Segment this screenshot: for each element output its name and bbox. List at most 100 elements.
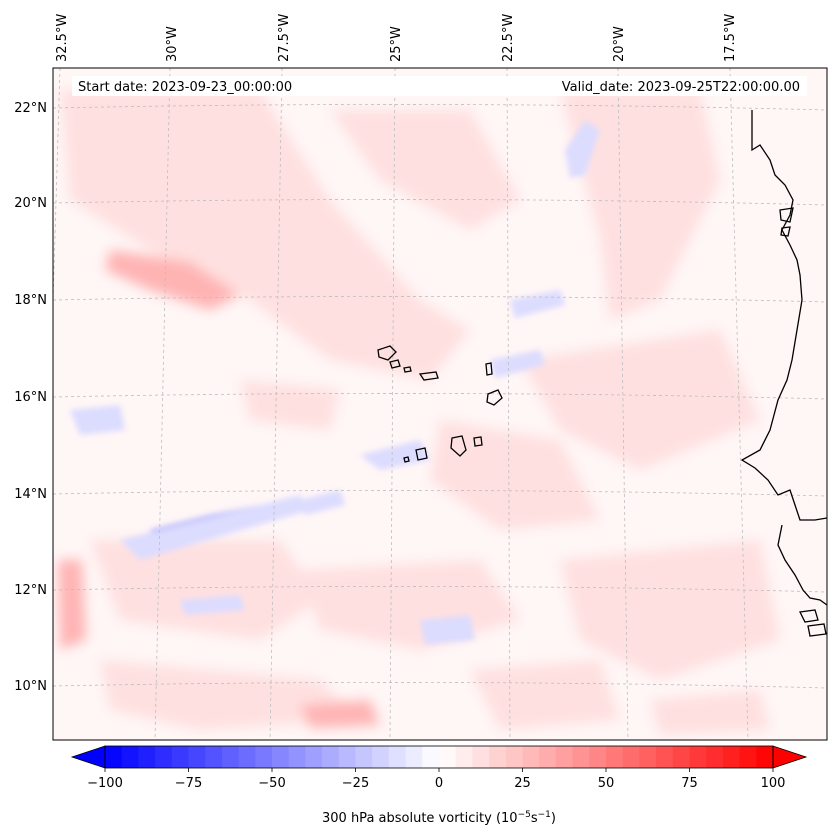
meridian-line <box>269 68 283 740</box>
colorbar-segment <box>171 746 190 768</box>
colorbar-segment <box>221 746 240 768</box>
vorticity-patch <box>470 660 620 730</box>
colorbar-segment <box>756 746 774 768</box>
colorbar-tick-label: 75 <box>681 776 698 791</box>
meridian-line <box>154 68 171 740</box>
vorticity-field <box>58 90 780 735</box>
colorbar-segment <box>121 746 139 768</box>
colorbar-extend-max <box>772 745 808 769</box>
colorbar-tick-label: −75 <box>175 776 202 791</box>
vorticity-patch <box>60 90 470 380</box>
island <box>485 362 493 376</box>
lat-label: 18°N <box>14 293 47 308</box>
vorticity-patch <box>520 330 760 470</box>
parallel-line <box>53 490 827 497</box>
colorbar-segment <box>622 746 640 768</box>
island <box>403 456 410 463</box>
colorbar-tick-label: −25 <box>342 776 369 791</box>
island <box>415 447 428 461</box>
colorbar-label-close: ) <box>551 811 556 826</box>
colorbar-segment <box>455 746 473 768</box>
colorbar-segments <box>105 746 774 768</box>
colorbar-ticks: −100 −75 −50 −25 0 25 50 75 100 <box>87 768 785 791</box>
valid-date-label: Valid_date: 2023-09-25T22:00:00.00 <box>562 80 800 95</box>
colorbar-tick-label: 50 <box>598 776 615 791</box>
map-frame <box>52 67 828 741</box>
colorbar-segment <box>672 746 691 768</box>
island <box>486 389 503 406</box>
colorbar-segment <box>422 746 440 768</box>
colorbar-segment <box>572 746 590 768</box>
colorbar-segment <box>105 746 123 768</box>
colorbar-segment <box>739 746 757 768</box>
colorbar-segment <box>205 746 223 768</box>
colorbar-segment <box>188 746 206 768</box>
colorbar-segment <box>305 746 323 768</box>
lat-label: 10°N <box>14 679 47 694</box>
island <box>780 226 791 237</box>
colorbar-segment <box>322 746 340 768</box>
island <box>779 207 794 223</box>
vorticity-patch <box>560 540 780 680</box>
latitude-labels: 22°N 20°N 18°N 16°N 14°N 12°N 10°N <box>14 101 47 694</box>
island <box>418 371 439 381</box>
lon-label: 27.5°W <box>277 14 292 62</box>
map-panel: Start date: 2023-09-23_00:00:00 Valid_da… <box>14 14 828 741</box>
colorbar-extend-min <box>70 745 106 769</box>
lat-label: 16°N <box>14 390 47 405</box>
vorticity-patch <box>58 560 86 650</box>
colorbar-segment <box>405 746 423 768</box>
lat-label: 20°N <box>14 196 47 211</box>
colorbar-segment <box>539 746 557 768</box>
lat-label: 14°N <box>14 487 47 502</box>
parallel-line <box>53 199 827 206</box>
colorbar-segment <box>522 746 540 768</box>
colorbar-segment <box>555 746 574 768</box>
colorbar-segment <box>706 746 724 768</box>
colorbar-segment <box>472 746 490 768</box>
vorticity-patch <box>650 690 770 735</box>
lat-label: 12°N <box>14 583 47 598</box>
colorbar-segment <box>589 746 607 768</box>
start-date-label: Start date: 2023-09-23_00:00:00 <box>78 80 292 95</box>
vorticity-patch <box>300 700 380 728</box>
colorbar-tick-label: 0 <box>435 776 443 791</box>
parallel-line <box>53 393 827 400</box>
african-coastline <box>777 524 827 606</box>
vorticity-patch <box>430 420 600 530</box>
vorticity-patch <box>565 120 600 178</box>
colorbar-label-exp2: −1 <box>538 810 551 820</box>
coastlines <box>377 110 827 637</box>
vorticity-patch <box>560 90 720 320</box>
island <box>807 623 827 637</box>
meridian-line <box>389 68 396 740</box>
longitude-labels: 32.5°W 30°W 27.5°W 25°W 22.5°W 20°W 17.5… <box>55 14 738 62</box>
colorbar-label-unit: s <box>531 811 538 826</box>
island <box>377 345 397 361</box>
vorticity-patch <box>70 405 125 435</box>
vorticity-patch <box>240 380 340 430</box>
colorbar-segment <box>138 746 156 768</box>
parallel-line <box>53 296 827 303</box>
island <box>389 359 401 369</box>
island <box>799 609 819 623</box>
lon-label: 30°W <box>165 26 180 62</box>
vorticity-patch <box>180 595 245 615</box>
vorticity-patch <box>360 440 430 470</box>
colorbar-segment <box>288 746 306 768</box>
vorticity-patch <box>90 540 320 640</box>
colorbar-segment <box>439 746 457 768</box>
colorbar-segment <box>388 746 407 768</box>
vorticity-patch <box>105 250 240 310</box>
colorbar-segment <box>505 746 524 768</box>
positive-vorticity-regions <box>58 90 780 735</box>
colorbar: −100 −75 −50 −25 0 25 50 75 100 300 hPa absolute… <box>70 745 808 826</box>
vorticity-patch <box>300 490 345 515</box>
meridian-line <box>729 68 749 740</box>
colorbar-segment <box>155 746 173 768</box>
meridian-line <box>617 68 629 740</box>
lon-label: 20°W <box>612 26 627 62</box>
colorbar-tick-label: −100 <box>87 776 123 791</box>
colorbar-segment <box>606 746 624 768</box>
